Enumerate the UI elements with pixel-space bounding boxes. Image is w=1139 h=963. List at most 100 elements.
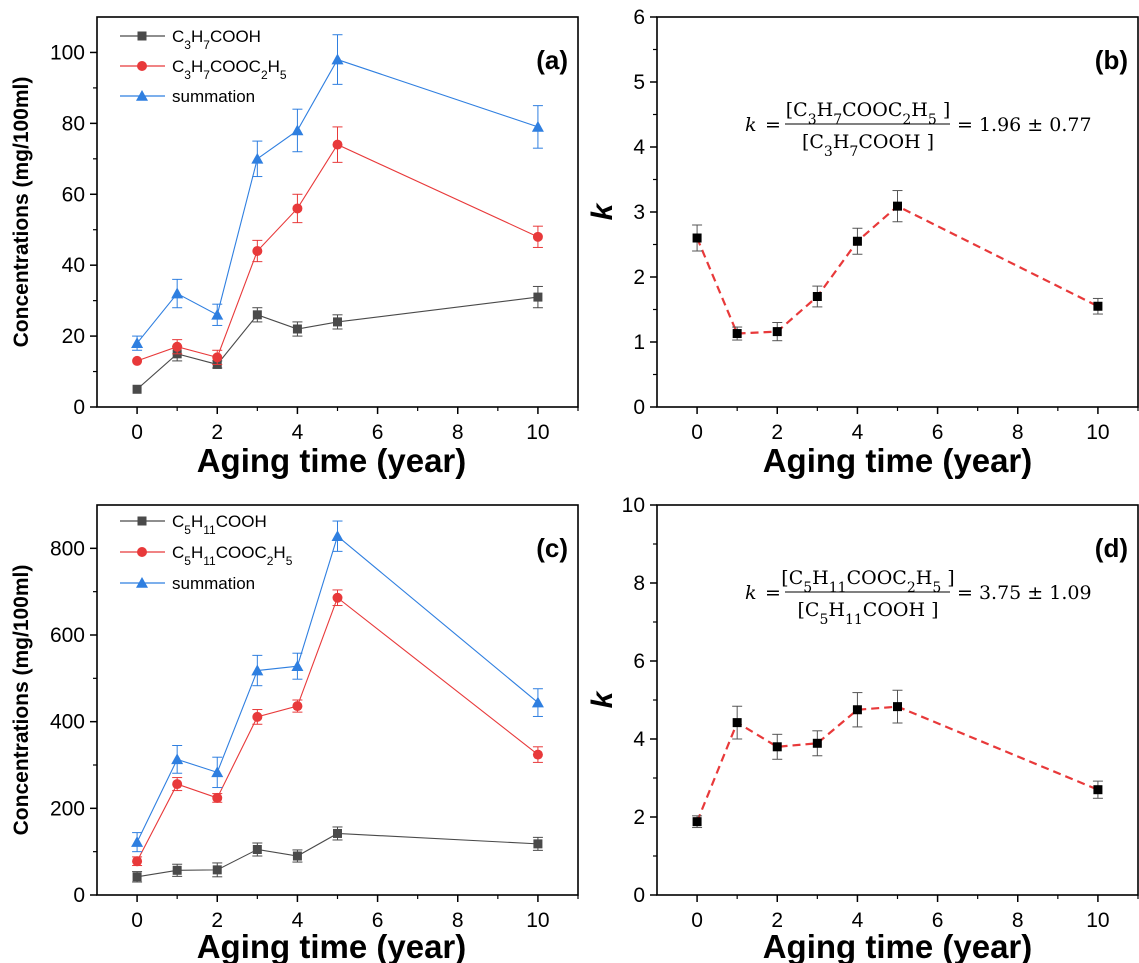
formula-equals: = [765,114,781,136]
data-point [292,203,303,214]
x-axis-title: Aging time (year) [197,442,467,479]
data-point [333,317,342,327]
legend-marker [136,577,148,588]
data-point [532,749,543,760]
data-point [252,711,263,722]
data-point [211,308,224,320]
y-tick-label: 60 [62,183,85,206]
x-tick-label: 0 [131,421,143,444]
legend-entry: C5H11COOH [172,512,267,537]
y-tick-label: 0 [633,396,645,419]
x-tick-label: 0 [131,909,143,932]
formula-denominator: [C5H11COOH ] [798,599,939,628]
y-tick-label: 2 [633,266,645,289]
legend-entry: C5H11COOC2H5 [172,543,293,568]
x-tick-label: 2 [211,909,223,932]
data-point [132,384,142,394]
x-tick-label: 10 [526,909,549,932]
data-point [732,718,742,728]
data-point [332,139,343,150]
data-point [291,124,304,136]
y-tick-label: 400 [50,711,85,734]
y-tick-label: 0 [633,884,645,907]
x-tick-label: 4 [292,421,304,444]
data-point [533,292,543,302]
data-point [172,779,183,790]
panel-d: 0 2 4 6 8 10 0 2 4 6 8 10 Aging time (year) k (d) k = [C5… [586,494,1139,963]
x-tick-label: 2 [771,909,783,932]
data-point [171,287,184,299]
y-tick-label: 3 [633,201,645,224]
x-tick-label: 6 [372,421,384,444]
series-1 [132,826,543,883]
y-tick-label: 40 [62,254,85,277]
formula-result: = 1.96 ± 0.77 [957,114,1092,136]
x-axis-title: Aging time (year) [763,442,1033,479]
legend-entry: summation [172,87,255,106]
y-axis-title: k [586,690,619,708]
y-tick-label: 80 [62,112,85,135]
data-point [292,851,302,861]
x-tick-label: 8 [1012,421,1024,444]
series-line [696,204,1099,335]
y-axis-title: Concentrations (mg/100ml) [10,77,33,348]
legend-entry: summation [172,574,255,593]
data-point [212,865,222,875]
legend-marker [137,31,147,41]
data-point [531,120,544,132]
x-tick-label: 4 [852,909,864,932]
x-tick-label: 8 [452,421,464,444]
panel-label: (c) [536,533,568,563]
y-tick-label: 800 [50,537,85,560]
x-tick-label: 2 [771,421,783,444]
data-point [251,664,264,676]
data-point [291,660,304,671]
data-point [533,839,543,849]
x-tick-label: 8 [1012,909,1024,932]
y-tick-label: 6 [633,650,645,673]
x-tick-label: 8 [452,909,464,932]
legend: C5H11COOH C5H11COOC2H5 summation [120,512,293,593]
data-point [212,352,223,363]
y-tick-label: 0 [73,884,85,907]
y-tick-label: 200 [50,797,85,820]
data-point [772,742,782,752]
y-tick-label: 600 [50,624,85,647]
data-point [333,828,342,838]
panel-c: 0 2 4 6 8 10 0 200 400 600 800 Aging time (year) Con… [10,504,579,963]
x-tick-label: 4 [852,421,864,444]
data-point [132,872,142,882]
data-point [252,845,262,854]
x-tick-label: 10 [1086,909,1109,932]
data-point [812,292,822,301]
data-point [212,792,223,803]
y-axis-title: k [586,202,619,220]
y-tick-label: 4 [633,728,645,751]
data-point [1093,785,1103,795]
y-tick-label: 100 [50,41,85,64]
series-1 [692,190,1103,342]
x-tick-label: 0 [691,421,703,444]
x-tick-label: 0 [691,909,703,932]
data-point [531,696,544,708]
data-point [251,152,264,164]
y-tick-label: 5 [633,71,645,94]
data-point [252,246,263,256]
panel-label: (a) [536,45,568,75]
data-point [812,738,822,748]
legend-marker [136,90,148,101]
legend: C3H7COOH C3H7COOC2H5 summation [120,27,287,106]
data-point [893,201,902,211]
data-point [772,327,782,337]
data-point [852,236,862,246]
panel-label: (d) [1095,533,1128,563]
data-point [252,310,262,320]
k-formula: k =[C3H7COOC2H5 ][C3H7COOH ]= 1.96 ± 0.77 [745,99,1092,160]
data-point [331,530,344,541]
data-point [211,766,224,778]
data-point [131,337,144,348]
data-point [332,592,343,603]
